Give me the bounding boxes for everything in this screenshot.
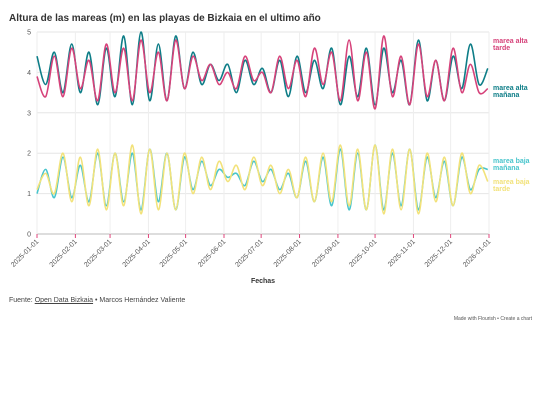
y-tick-label: 0: [27, 232, 31, 239]
source-prefix: Fuente:: [9, 297, 35, 304]
x-tick-label: 2025-12-01: [424, 238, 454, 268]
x-tick-label: 2025-08-01: [273, 238, 303, 268]
x-axis-title: Fechas: [251, 278, 275, 285]
y-tick-label: 5: [27, 30, 31, 37]
series-line-0: [36, 35, 489, 110]
y-axis-ticks: 0 1 2 3 4 5: [27, 30, 31, 239]
series-label-line: mañana: [493, 92, 520, 99]
chart-title: Altura de las mareas (m) en las playas d…: [9, 13, 321, 24]
source-author: • Marcos Hernández Valiente: [93, 297, 186, 304]
y-tick-label: 2: [27, 151, 31, 158]
series-label-line: tarde: [493, 186, 510, 193]
source-note: Fuente: Open Data Bizkaia • Marcos Herná…: [9, 297, 185, 304]
series-label-line: marea alta: [493, 85, 528, 92]
series-label-line: tarde: [493, 45, 510, 52]
x-tick-label: 2025-04-01: [122, 238, 152, 268]
x-tick-label: 2025-07-01: [234, 238, 264, 268]
x-tick-label: 2025-09-01: [311, 238, 341, 268]
x-tick-label: 2025-10-01: [348, 238, 378, 268]
y-tick-label: 3: [27, 110, 31, 117]
x-tick-label: 2025-05-01: [159, 238, 189, 268]
series-label-line: marea baja: [493, 179, 530, 186]
series-label-line: marea baja: [493, 158, 530, 165]
x-tick-label: 2025-03-01: [83, 238, 113, 268]
series-line-3: [36, 144, 489, 215]
x-tick-label: 2026-01-01: [462, 238, 492, 268]
x-tick-label: 2025-06-01: [197, 238, 227, 268]
flourish-credits[interactable]: Made with Flourish • Create a chart: [453, 316, 532, 322]
y-tick-label: 1: [27, 191, 31, 198]
x-axis-ticks: 2025-01-01 2025-02-01 2025-03-01 2025-04-01…: [10, 234, 492, 269]
y-tick-label: 4: [27, 70, 31, 77]
series-label-line: mañana: [493, 165, 520, 172]
series-lines: [36, 31, 489, 215]
x-tick-label: 2025-11-01: [387, 238, 417, 268]
source-link[interactable]: Open Data Bizkaia: [34, 297, 94, 304]
series-label-line: marea alta: [493, 38, 528, 45]
series-line-1: [36, 31, 489, 106]
x-tick-label: 2025-01-01: [10, 238, 40, 268]
x-tick-label: 2025-02-01: [49, 238, 79, 268]
